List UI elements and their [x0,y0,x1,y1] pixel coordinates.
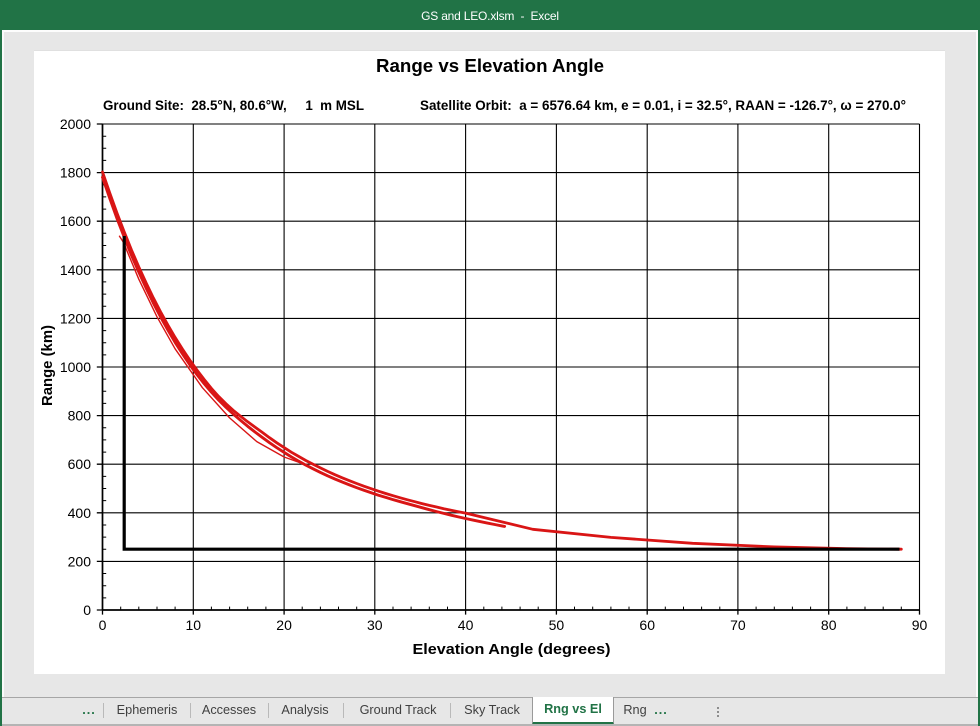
svg-text:1800: 1800 [60,165,91,181]
svg-text:50: 50 [549,617,565,633]
svg-text:Range vs Elevation Angle: Range vs Elevation Angle [376,55,604,76]
svg-text:20: 20 [276,617,292,633]
svg-text:70: 70 [730,617,746,633]
svg-text:1400: 1400 [60,262,91,278]
svg-text:200: 200 [68,553,92,569]
svg-text:2000: 2000 [60,116,91,132]
svg-text:60: 60 [639,617,655,633]
svg-text:30: 30 [367,617,383,633]
svg-text:600: 600 [68,456,92,472]
svg-text:Range (km): Range (km) [40,325,56,406]
svg-text:90: 90 [912,617,928,633]
svg-text:Elevation Angle (degrees): Elevation Angle (degrees) [413,642,611,658]
svg-text:80: 80 [821,617,837,633]
svg-text:1200: 1200 [60,310,91,326]
svg-text:1600: 1600 [60,213,91,229]
svg-text:0: 0 [99,617,107,633]
svg-text:10: 10 [186,617,202,633]
svg-text:1000: 1000 [60,359,91,375]
svg-text:Ground Site: 28.5°N, 80.6°W,: Ground Site: 28.5°N, 80.6°W, 1 m MSL [103,98,364,113]
svg-text:0: 0 [83,602,91,618]
svg-text:40: 40 [458,617,474,633]
svg-text:800: 800 [68,408,92,424]
svg-text:Satellite Orbit: a = 6576.64: Satellite Orbit: a = 6576.64 km, e = 0.0… [420,98,906,113]
svg-text:400: 400 [68,505,92,521]
